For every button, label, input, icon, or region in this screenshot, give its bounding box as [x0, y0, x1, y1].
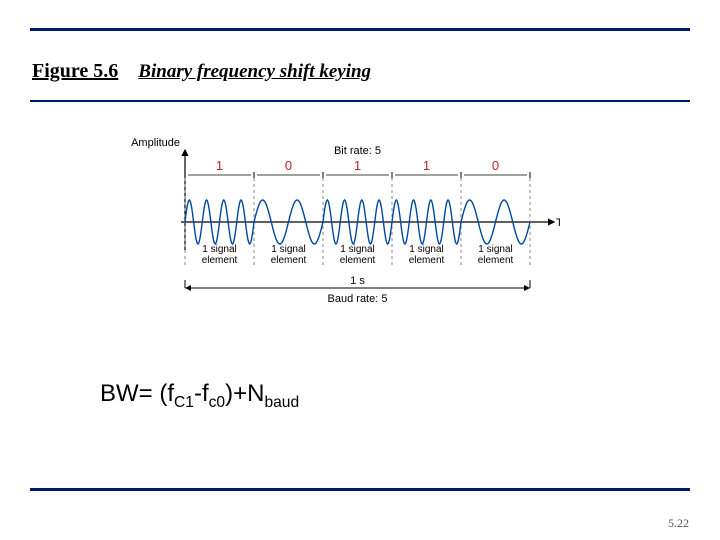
top-rule [30, 28, 690, 31]
formula-sub3: baud [264, 394, 299, 411]
svg-text:element: element [340, 255, 376, 266]
bottom-rule [30, 488, 690, 491]
svg-text:element: element [271, 255, 307, 266]
svg-text:1 s: 1 s [350, 275, 365, 287]
figure-caption: Figure 5.6 Binary frequency shift keying [32, 60, 371, 83]
fsk-diagram: AmplitudeTimeBit rate: 511 signalelement… [130, 130, 560, 320]
bandwidth-formula: BW= (fC1-fc0)+Nbaud [100, 380, 299, 412]
formula-mid1: -f [194, 380, 209, 407]
svg-text:1: 1 [216, 158, 223, 173]
header-rule [30, 100, 690, 102]
svg-text:1 signal: 1 signal [478, 244, 512, 255]
svg-text:Bit rate: 5: Bit rate: 5 [334, 145, 381, 157]
svg-text:1 signal: 1 signal [202, 244, 236, 255]
formula-prefix: BW= (f [100, 380, 174, 407]
svg-text:Baud rate: 5: Baud rate: 5 [328, 293, 388, 305]
svg-text:0: 0 [285, 158, 292, 173]
svg-text:1 signal: 1 signal [340, 244, 374, 255]
svg-text:1 signal: 1 signal [409, 244, 443, 255]
svg-text:1: 1 [354, 158, 361, 173]
svg-text:1: 1 [423, 158, 430, 173]
svg-text:element: element [202, 255, 238, 266]
svg-text:Time: Time [556, 217, 560, 229]
formula-sub1: C1 [174, 394, 194, 411]
svg-text:1 signal: 1 signal [271, 244, 305, 255]
svg-text:Amplitude: Amplitude [131, 137, 180, 149]
figure-title: Binary frequency shift keying [138, 61, 371, 82]
formula-sub2: c0 [209, 394, 225, 411]
fsk-svg: AmplitudeTimeBit rate: 511 signalelement… [130, 130, 560, 320]
page-number: 5.22 [668, 516, 689, 531]
svg-text:element: element [478, 255, 514, 266]
formula-mid2: )+N [225, 380, 264, 407]
figure-number: Figure 5.6 [32, 60, 118, 82]
svg-text:element: element [409, 255, 445, 266]
svg-text:0: 0 [492, 158, 499, 173]
